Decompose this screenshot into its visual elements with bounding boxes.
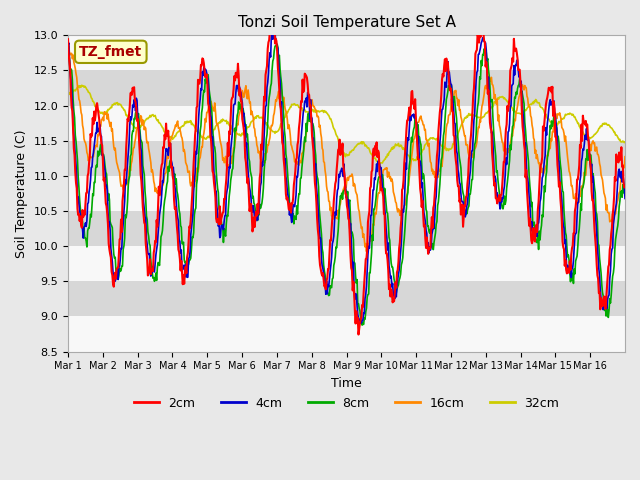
Legend: 2cm, 4cm, 8cm, 16cm, 32cm: 2cm, 4cm, 8cm, 16cm, 32cm (129, 392, 564, 415)
Bar (68, 246, 625, 281)
Bar (68, 106, 625, 141)
Bar (68, 176, 625, 211)
Text: TZ_fmet: TZ_fmet (79, 45, 143, 59)
Bar (68, 71, 625, 106)
Bar (68, 36, 625, 71)
Y-axis label: Soil Temperature (C): Soil Temperature (C) (15, 129, 28, 258)
Bar (68, 281, 625, 316)
Bar (68, 211, 625, 246)
Title: Tonzi Soil Temperature Set A: Tonzi Soil Temperature Set A (237, 15, 456, 30)
Bar (68, 141, 625, 176)
X-axis label: Time: Time (331, 377, 362, 390)
Bar (68, 316, 625, 351)
